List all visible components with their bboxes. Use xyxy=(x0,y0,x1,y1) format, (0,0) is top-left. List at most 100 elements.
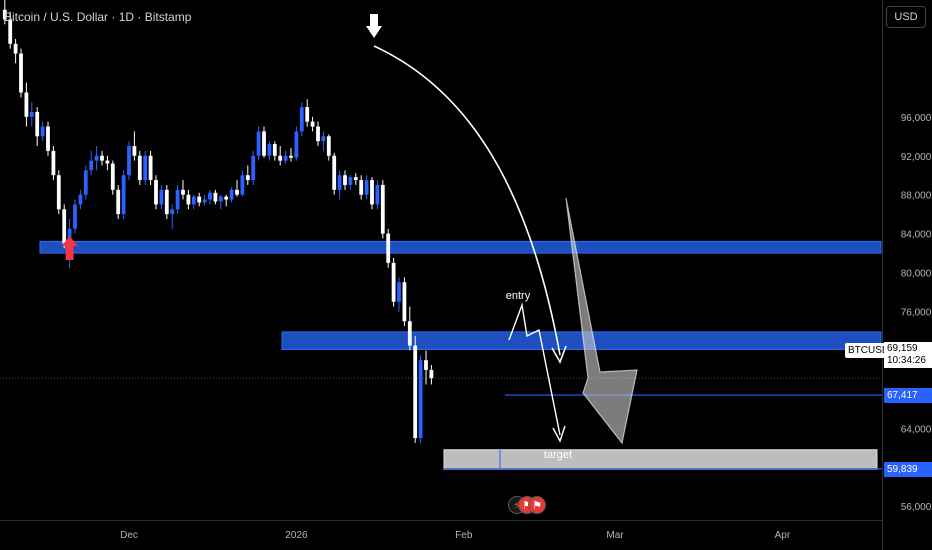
candle xyxy=(235,189,239,195)
target-zone xyxy=(443,449,878,470)
candle xyxy=(116,189,121,215)
candle xyxy=(181,189,185,195)
candle xyxy=(13,43,18,54)
candle xyxy=(343,175,347,185)
y-tick-label: 92,000 xyxy=(901,152,932,163)
candle xyxy=(278,155,283,161)
candle xyxy=(375,184,380,205)
candle xyxy=(148,155,153,181)
candle xyxy=(154,180,158,205)
x-tick-label: 2026 xyxy=(285,530,308,541)
candle xyxy=(353,177,358,181)
flag-icon-2[interactable]: ⚑ xyxy=(528,496,546,514)
candle xyxy=(110,163,115,190)
candle xyxy=(62,209,67,244)
candle xyxy=(94,155,99,161)
candle xyxy=(213,192,218,202)
candle xyxy=(170,209,175,215)
candle xyxy=(251,155,256,181)
candle xyxy=(100,155,104,161)
candle xyxy=(262,131,266,156)
candle xyxy=(245,175,250,181)
curved-arrowhead-icon xyxy=(551,345,567,364)
last-price-value: 69,159 xyxy=(887,343,918,354)
candle xyxy=(164,189,169,215)
candle xyxy=(402,282,407,322)
candle xyxy=(429,369,434,379)
candle xyxy=(380,184,385,234)
red-up-arrow-icon xyxy=(61,236,78,260)
candle xyxy=(397,282,401,302)
candle xyxy=(143,155,148,181)
candle xyxy=(229,189,234,200)
candle xyxy=(137,155,142,181)
candle xyxy=(197,196,202,203)
candle xyxy=(364,180,369,195)
y-tick-label: 80,000 xyxy=(901,269,932,280)
candle xyxy=(186,194,191,205)
candle xyxy=(208,192,212,200)
candle xyxy=(2,9,7,20)
candle xyxy=(40,126,45,137)
zigzag-arrowhead-icon xyxy=(552,425,566,443)
candle xyxy=(240,175,245,195)
candle xyxy=(321,136,326,142)
candle xyxy=(386,233,391,263)
candle xyxy=(51,150,56,176)
resistance-zone-upper xyxy=(39,240,882,254)
candle xyxy=(218,196,223,202)
candle xyxy=(29,111,34,117)
candle xyxy=(418,360,423,439)
candle xyxy=(359,180,364,195)
candle xyxy=(272,144,277,156)
candle xyxy=(316,126,320,142)
candle xyxy=(310,121,315,127)
events-group[interactable]: ⚡ ⚑ ⚑ xyxy=(508,496,546,514)
candle xyxy=(256,131,261,156)
candle xyxy=(19,53,23,93)
curved-arrow xyxy=(373,45,561,356)
target-label: target xyxy=(544,449,572,461)
candle xyxy=(391,262,396,302)
candle xyxy=(332,155,337,190)
candle xyxy=(283,155,288,161)
resistance-zone-entry xyxy=(281,331,882,350)
zigzag-path xyxy=(508,302,561,436)
candle xyxy=(407,321,412,346)
candle xyxy=(299,107,304,132)
last-price-tag: 69,159 10:34:26 xyxy=(884,342,932,368)
candle xyxy=(127,146,131,176)
candle xyxy=(326,136,331,156)
candle xyxy=(73,204,77,229)
candle xyxy=(105,160,110,164)
countdown-value: 10:34:26 xyxy=(887,355,926,366)
candle xyxy=(56,175,61,210)
target-price-tag: 59,839 xyxy=(884,461,932,477)
y-tick-label: 96,000 xyxy=(901,113,932,124)
candle xyxy=(370,180,374,205)
candle xyxy=(175,189,180,210)
candle xyxy=(8,19,13,44)
y-tick-label: 84,000 xyxy=(901,230,932,241)
candle xyxy=(294,131,299,158)
entry-label: entry xyxy=(506,290,531,302)
candle xyxy=(132,146,137,156)
currency-button[interactable]: USD xyxy=(886,6,926,28)
entry-price-tag: 67,417 xyxy=(884,388,932,404)
candle xyxy=(46,126,50,151)
candle xyxy=(24,92,29,117)
candle xyxy=(159,189,164,205)
x-tick-label: Feb xyxy=(455,530,473,541)
candle xyxy=(337,175,342,190)
y-tick-label: 64,000 xyxy=(901,424,932,435)
candle xyxy=(413,345,418,439)
white-down-arrow-icon xyxy=(366,14,382,38)
candle xyxy=(191,196,196,205)
projection-arrow-icon xyxy=(565,197,638,445)
candle xyxy=(348,177,353,185)
candle xyxy=(83,170,88,195)
chart-title: Bitcoin / U.S. Dollar · 1D · Bitstamp xyxy=(4,10,192,24)
y-tick-label: 76,000 xyxy=(901,308,932,319)
candle xyxy=(267,144,272,156)
